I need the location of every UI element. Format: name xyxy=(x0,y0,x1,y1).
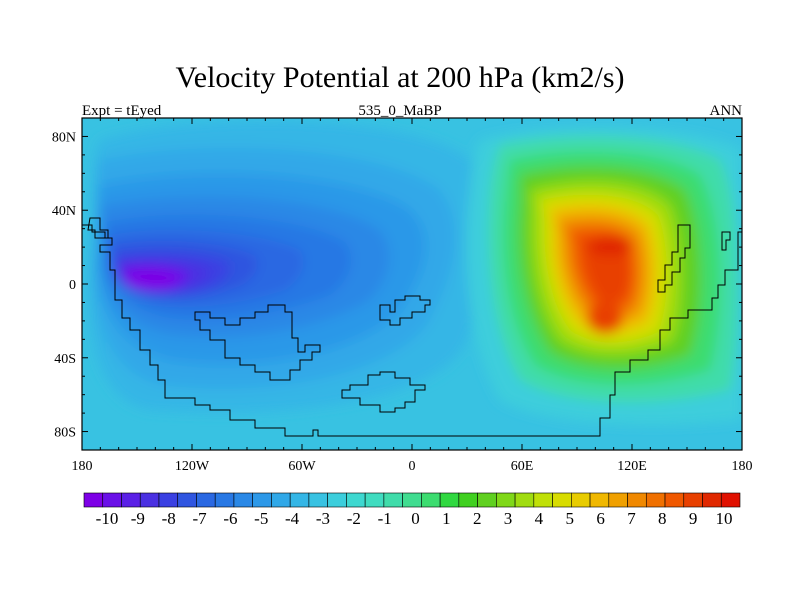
coastlines xyxy=(82,217,742,437)
colorbar-swatch xyxy=(589,492,610,508)
colorbar-swatch xyxy=(458,492,478,508)
x-tick-label: 180 xyxy=(732,459,753,474)
contour-band xyxy=(124,270,176,290)
colorbar-label: 10 xyxy=(716,509,733,528)
y-tick-label: 40N xyxy=(52,204,76,219)
x-tick-label: 120W xyxy=(175,459,210,474)
coastline xyxy=(341,371,426,413)
colorbar-swatch xyxy=(83,492,104,508)
x-tick-label: 60W xyxy=(288,459,316,474)
colorbar-swatch xyxy=(608,492,628,508)
colorbar-swatch xyxy=(496,492,516,508)
coastline xyxy=(194,304,321,381)
colorbar-swatch xyxy=(102,492,122,508)
colorbar-label: 6 xyxy=(596,509,605,528)
colorbar-label: -9 xyxy=(131,509,145,528)
colorbar-label: -7 xyxy=(192,509,207,528)
colorbar-swatch xyxy=(533,492,553,508)
coastline xyxy=(379,295,431,326)
colorbar-swatch xyxy=(477,492,497,508)
colorbar-swatch xyxy=(702,492,722,508)
axis-ticks xyxy=(81,117,743,451)
colorbar-swatch xyxy=(514,492,535,508)
map-field-area xyxy=(82,118,742,450)
x-tick-label: 60E xyxy=(511,459,534,474)
colorbar-swatch xyxy=(664,492,685,508)
contour-field xyxy=(88,121,742,425)
colorbar-label: 8 xyxy=(658,509,667,528)
y-tick-label: 40S xyxy=(54,352,76,367)
colorbar-swatch xyxy=(627,492,647,508)
colorbar-label: -6 xyxy=(223,509,237,528)
colorbar-swatch xyxy=(552,492,572,508)
y-tick-label: 80S xyxy=(54,426,76,441)
contour-band xyxy=(588,236,632,256)
contour-band xyxy=(587,302,623,334)
case-label: 535_0_MaBP xyxy=(358,103,442,119)
axis-labels: 180 120W 60W 0 60E 120E 180 80N 40N 0 40S 80S xyxy=(52,130,753,474)
colorbar-label: 3 xyxy=(504,509,513,528)
colorbar-label: 1 xyxy=(442,509,451,528)
coastline xyxy=(657,224,691,293)
season-label: ANN xyxy=(709,103,743,119)
colorbar-label: 5 xyxy=(566,509,575,528)
colorbar-swatch xyxy=(289,492,310,508)
colorbar-label: 7 xyxy=(627,509,636,528)
colorbar-label: 0 xyxy=(411,509,420,528)
colorbar-label: -2 xyxy=(347,509,361,528)
colorbar-swatch xyxy=(214,492,235,508)
colorbar-swatch xyxy=(421,492,441,508)
colorbar-swatch xyxy=(308,492,328,508)
colorbar-swatch xyxy=(364,492,385,508)
colorbar-swatch xyxy=(271,492,291,508)
y-tick-label: 80N xyxy=(52,130,76,145)
coastline xyxy=(721,231,731,251)
x-tick-label: 0 xyxy=(409,459,416,474)
colorbar-labels: -10 -9 -8 -7 -6 -5 -4 -3 -2 -1 0 1 2 3 4 5 6 7 8 9 10 xyxy=(96,509,733,528)
colorbar-swatch xyxy=(121,492,141,508)
colorbar-swatch xyxy=(327,492,347,508)
colorbar-label: -8 xyxy=(162,509,176,528)
colorbar xyxy=(83,492,741,508)
colorbar-swatch xyxy=(233,492,253,508)
y-tick-label: 0 xyxy=(69,278,76,293)
colorbar-label: -1 xyxy=(378,509,392,528)
x-tick-label: 180 xyxy=(72,459,93,474)
colorbar-swatch xyxy=(139,492,160,508)
coastline xyxy=(87,217,109,239)
colorbar-swatch xyxy=(252,492,272,508)
colorbar-label: 4 xyxy=(535,509,544,528)
coastline xyxy=(82,224,742,437)
colorbar-swatch xyxy=(346,492,366,508)
colorbar-swatch xyxy=(720,492,741,508)
colorbar-label: -5 xyxy=(254,509,268,528)
colorbar-swatch xyxy=(177,492,197,508)
colorbar-swatch xyxy=(439,492,460,508)
colorbar-label: -4 xyxy=(285,509,300,528)
colorbar-label: 2 xyxy=(473,509,482,528)
colorbar-swatch xyxy=(402,492,422,508)
colorbar-swatch xyxy=(196,492,216,508)
colorbar-swatch xyxy=(383,492,403,508)
x-tick-label: 120E xyxy=(617,459,647,474)
colorbar-label: -10 xyxy=(96,509,119,528)
colorbar-label: -3 xyxy=(316,509,330,528)
colorbar-swatch xyxy=(683,492,703,508)
colorbar-swatch xyxy=(158,492,179,508)
colorbar-label: 9 xyxy=(689,509,698,528)
experiment-label: Expt = tEyed xyxy=(82,103,162,119)
map-title: Velocity Potential at 200 hPa (km2/s) xyxy=(175,61,625,94)
colorbar-swatch xyxy=(571,492,591,508)
colorbar-swatch xyxy=(645,492,666,508)
